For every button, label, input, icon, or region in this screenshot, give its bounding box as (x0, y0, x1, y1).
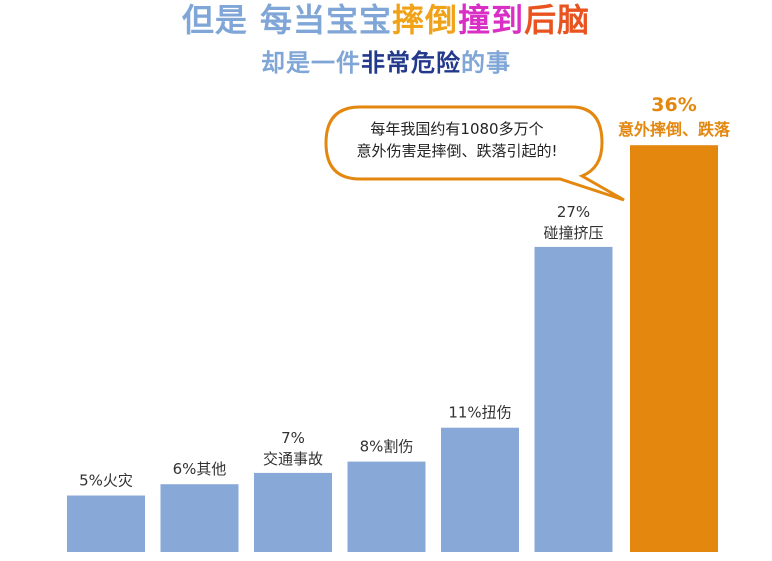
callout-bubble (324, 105, 625, 202)
headline-part-head: 后脑 (524, 1, 591, 39)
headline: 但是 每当宝宝摔倒撞到后脑 (0, 0, 772, 40)
bar-1 (67, 495, 145, 552)
callout-line-1: 每年我国约有1080多万个 (370, 120, 544, 138)
callout-text: 每年我国约有1080多万个 意外伤害是摔倒、跌落引起的! (337, 118, 577, 162)
bar-3 (254, 472, 332, 552)
subheadline-part-danger: 非常危险 (361, 49, 461, 77)
bar-category-label-6: 碰撞挤压 (543, 224, 603, 242)
bar-7 (630, 145, 718, 552)
bar-label-5: 11%扭伤 (448, 404, 511, 422)
bar-category-label-3: 交通事故 (263, 450, 323, 468)
bar-5 (441, 427, 519, 552)
bar-value-label-7: 36% (651, 94, 696, 116)
bar-value-label-6: 27% (557, 203, 590, 221)
bar-4 (347, 461, 426, 552)
subheadline-part-3: 的事 (461, 49, 511, 77)
bar-2 (160, 484, 239, 552)
callout-line-2: 意外伤害是摔倒、跌落引起的! (356, 142, 558, 160)
headline-part-fall: 摔倒 (392, 1, 459, 39)
headline-part-1: 但是 每当宝宝 (181, 1, 393, 39)
bar-category-label-7: 意外摔倒、跌落 (618, 120, 731, 139)
bar-label-2: 6%其他 (173, 460, 227, 478)
bar-6 (534, 246, 613, 552)
subheadline-part-1: 却是一件 (261, 49, 361, 77)
headline-part-hit: 撞到 (458, 1, 525, 39)
bar-value-label-3: 7% (281, 429, 305, 447)
subheadline: 却是一件非常危险的事 (0, 46, 772, 80)
bar-label-1: 5%火灾 (79, 472, 133, 490)
bar-label-4: 8%割伤 (360, 438, 414, 456)
